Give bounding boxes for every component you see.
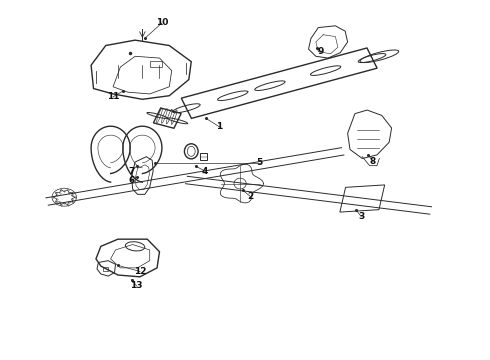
Text: 7: 7 — [128, 167, 135, 176]
Text: 4: 4 — [202, 167, 208, 176]
Text: 12: 12 — [134, 267, 146, 276]
Text: 9: 9 — [318, 48, 324, 57]
Text: 13: 13 — [130, 281, 143, 290]
Text: 5: 5 — [257, 158, 263, 167]
Text: 2: 2 — [247, 192, 253, 201]
Bar — [103, 267, 108, 271]
Text: 6: 6 — [128, 176, 135, 185]
Text: 1: 1 — [217, 122, 223, 131]
Bar — [150, 60, 162, 67]
Text: 10: 10 — [156, 18, 168, 27]
Text: 3: 3 — [358, 212, 365, 221]
Text: 11: 11 — [107, 92, 120, 101]
Bar — [200, 153, 207, 160]
Text: 8: 8 — [370, 157, 376, 166]
